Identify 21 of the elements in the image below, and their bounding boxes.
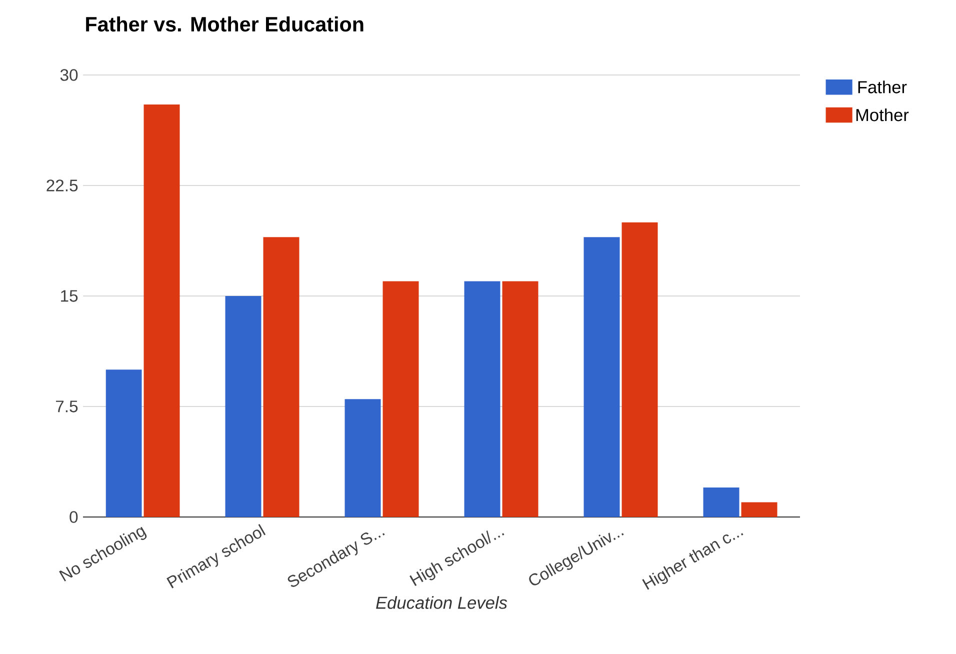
bar — [741, 502, 778, 517]
bar — [464, 281, 500, 517]
bar — [703, 488, 740, 517]
bar — [344, 399, 381, 517]
chart-title: Father vs. Mother Education — [86, 16, 364, 32]
bar — [622, 222, 658, 517]
bar — [382, 281, 419, 517]
legend-label: Mother — [856, 108, 909, 122]
x-axis-title: Education Levels — [376, 596, 508, 609]
y-tick-label: 15 — [61, 290, 78, 302]
bar — [502, 281, 538, 517]
bar — [584, 237, 620, 517]
bar — [263, 237, 300, 517]
bar — [144, 104, 180, 517]
y-tick-label: 0 — [70, 511, 78, 523]
legend-label: Father — [858, 80, 907, 94]
bar — [106, 370, 142, 517]
y-tick-label: 22.5 — [46, 180, 78, 192]
y-tick-label: 30 — [60, 69, 78, 81]
y-tick-label: 7.5 — [56, 400, 78, 412]
bar — [225, 296, 262, 517]
